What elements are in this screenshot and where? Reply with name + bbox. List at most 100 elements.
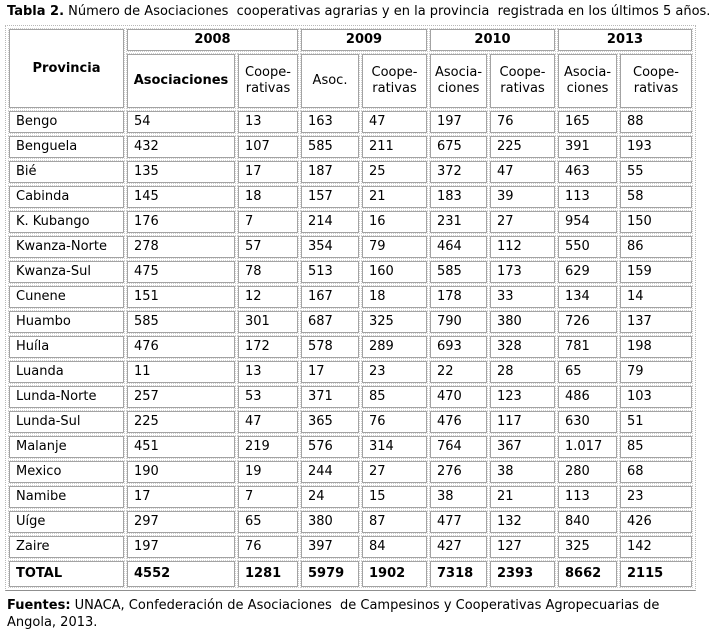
value-cell: 193 — [619, 135, 693, 159]
value-cell: 22 — [429, 360, 488, 384]
subheader-2013-cooperativas: Coope-rativas — [619, 53, 693, 109]
value-cell: 257 — [126, 385, 236, 409]
value-cell: 1902 — [361, 560, 428, 588]
value-cell: 476 — [429, 410, 488, 434]
table-row: Lunda-Norte 257 53 371 85 470 123 486 103 — [8, 385, 693, 409]
value-cell: 160 — [361, 260, 428, 284]
value-cell: 159 — [619, 260, 693, 284]
value-cell: 7318 — [429, 560, 488, 588]
value-cell: 14 — [619, 285, 693, 309]
value-cell: 297 — [126, 510, 236, 534]
value-cell: 47 — [237, 410, 299, 434]
value-cell: 76 — [237, 535, 299, 559]
table-row: K. Kubango 176 7 214 16 231 27 954 150 — [8, 210, 693, 234]
province-cell: Bengo — [8, 110, 125, 134]
province-cell: Uíge — [8, 510, 125, 534]
value-cell: 325 — [557, 535, 618, 559]
table-row: Namibe 17 7 24 15 38 21 113 23 — [8, 485, 693, 509]
value-cell: 432 — [126, 135, 236, 159]
table-caption-label: Tabla 2. — [7, 4, 65, 19]
year-header-2013: 2013 — [557, 28, 693, 52]
value-cell: 57 — [237, 235, 299, 259]
value-cell: 165 — [557, 110, 618, 134]
value-cell: 38 — [429, 485, 488, 509]
table-row: Kwanza-Norte 278 57 354 79 464 112 550 86 — [8, 235, 693, 259]
value-cell: 585 — [429, 260, 488, 284]
table-row: Cabinda 145 18 157 21 183 39 113 58 — [8, 185, 693, 209]
value-cell: 135 — [126, 160, 236, 184]
value-cell: 198 — [619, 335, 693, 359]
value-cell: 55 — [619, 160, 693, 184]
value-cell: 172 — [237, 335, 299, 359]
value-cell: 142 — [619, 535, 693, 559]
value-cell: 7 — [237, 210, 299, 234]
table-row: Huambo 585 301 687 325 790 380 726 137 — [8, 310, 693, 334]
value-cell: 367 — [489, 435, 556, 459]
value-cell: 33 — [489, 285, 556, 309]
value-cell: 244 — [300, 460, 360, 484]
value-cell: 687 — [300, 310, 360, 334]
subheader-2010-cooperativas: Coope-rativas — [489, 53, 556, 109]
value-cell: 24 — [300, 485, 360, 509]
value-cell: 87 — [361, 510, 428, 534]
value-cell: 954 — [557, 210, 618, 234]
province-cell: Kwanza-Norte — [8, 235, 125, 259]
value-cell: 13 — [237, 110, 299, 134]
total-row: TOTAL 4552 1281 5979 1902 7318 2393 8662 2115 — [8, 560, 693, 588]
value-cell: 150 — [619, 210, 693, 234]
year-header-2010: 2010 — [429, 28, 556, 52]
value-cell: 17 — [300, 360, 360, 384]
value-cell: 4552 — [126, 560, 236, 588]
year-header-2009: 2009 — [300, 28, 428, 52]
value-cell: 585 — [126, 310, 236, 334]
value-cell: 127 — [489, 535, 556, 559]
value-cell: 1.017 — [557, 435, 618, 459]
province-cell: Zaire — [8, 535, 125, 559]
value-cell: 27 — [361, 460, 428, 484]
value-cell: 187 — [300, 160, 360, 184]
value-cell: 325 — [361, 310, 428, 334]
value-cell: 630 — [557, 410, 618, 434]
source-note: Fuentes: UNACA, Confederación de Asociac… — [7, 597, 711, 631]
value-cell: 380 — [489, 310, 556, 334]
province-cell: Bié — [8, 160, 125, 184]
value-cell: 397 — [300, 535, 360, 559]
value-cell: 23 — [619, 485, 693, 509]
value-cell: 328 — [489, 335, 556, 359]
value-cell: 372 — [429, 160, 488, 184]
value-cell: 190 — [126, 460, 236, 484]
subheader-row: Asociaciones Coope-rativas Asoc. Coope-r… — [9, 53, 693, 109]
value-cell: 2393 — [489, 560, 556, 588]
value-cell: 113 — [557, 485, 618, 509]
value-cell: 117 — [489, 410, 556, 434]
value-cell: 25 — [361, 160, 428, 184]
value-cell: 781 — [557, 335, 618, 359]
value-cell: 27 — [489, 210, 556, 234]
value-cell: 280 — [557, 460, 618, 484]
value-cell: 88 — [619, 110, 693, 134]
source-note-text: UNACA, Confederación de Asociaciones de … — [7, 598, 664, 630]
value-cell: 85 — [361, 385, 428, 409]
value-cell: 78 — [237, 260, 299, 284]
value-cell: 103 — [619, 385, 693, 409]
value-cell: 86 — [619, 235, 693, 259]
value-cell: 151 — [126, 285, 236, 309]
value-cell: 550 — [557, 235, 618, 259]
value-cell: 23 — [361, 360, 428, 384]
value-cell: 276 — [429, 460, 488, 484]
table-row: Bié 135 17 187 25 372 47 463 55 — [8, 160, 693, 184]
province-cell: Kwanza-Sul — [8, 260, 125, 284]
value-cell: 464 — [429, 235, 488, 259]
value-cell: 391 — [557, 135, 618, 159]
value-cell: 17 — [126, 485, 236, 509]
value-cell: 7 — [237, 485, 299, 509]
value-cell: 167 — [300, 285, 360, 309]
table-row: Zaire 197 76 397 84 427 127 325 142 — [8, 535, 693, 559]
value-cell: 132 — [489, 510, 556, 534]
value-cell: 183 — [429, 185, 488, 209]
value-cell: 15 — [361, 485, 428, 509]
table-row: Mexico 190 19 244 27 276 38 280 68 — [8, 460, 693, 484]
value-cell: 197 — [429, 110, 488, 134]
provincia-header-cell: Provincia — [8, 28, 125, 109]
value-cell: 314 — [361, 435, 428, 459]
